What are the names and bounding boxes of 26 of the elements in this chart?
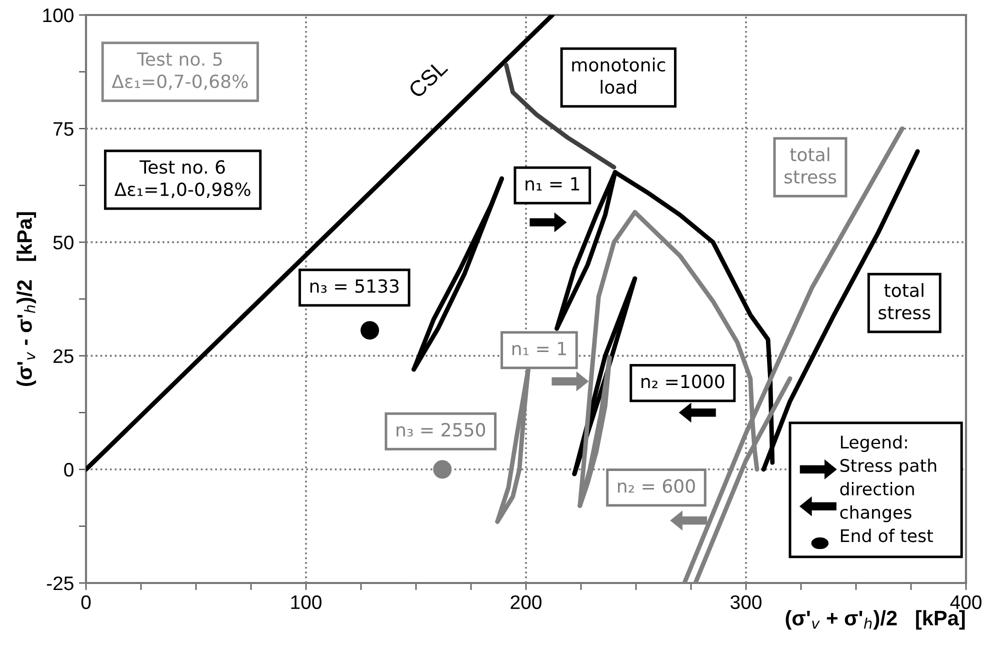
x-axis-title: (σ'$_{v}$ + σ'$_{h}$)/2 [kPa] — [786, 610, 965, 630]
annotation: n₃ = 2550 — [396, 422, 486, 437]
x-tick-label: 0 — [81, 595, 91, 610]
y-tick-label: 50 — [53, 236, 74, 250]
y-tick-label: 25 — [54, 349, 74, 364]
annotation: Test no. 6 Δε₁=1,0-0,98% — [114, 160, 250, 198]
annotation: CSL — [408, 58, 448, 99]
annotation: n₃ = 5133 — [310, 279, 399, 293]
y-axis-title: (σ'$_{v}$ - σ'$_{h}$)/2 [kPa] — [16, 212, 36, 386]
y-tick-label: 0 — [64, 462, 74, 477]
annotation: monotonic load — [572, 58, 666, 94]
y-tick-label: 75 — [54, 122, 74, 136]
annotation: total stress — [784, 147, 836, 184]
annotation: Test no. 5 Δε₁=0,7-0,68% — [112, 52, 248, 90]
x-tick-label: 200 — [510, 595, 542, 610]
annotation: n₂ =1000 — [642, 374, 724, 388]
annotation: n₁ = 1 — [512, 342, 566, 356]
y-tick-label: -25 — [46, 576, 74, 590]
y-tick-label: 100 — [43, 8, 74, 22]
x-tick-label: 100 — [291, 595, 322, 610]
x-tick-label: 300 — [730, 595, 762, 610]
x-tick-label: 400 — [950, 595, 982, 610]
annotation: n₁ = 1 — [526, 177, 580, 190]
annotation: total stress — [878, 283, 930, 320]
annotation: Legend: Stress path direction changes End of test — [840, 435, 936, 542]
annotation: n₂ = 600 — [618, 479, 695, 493]
